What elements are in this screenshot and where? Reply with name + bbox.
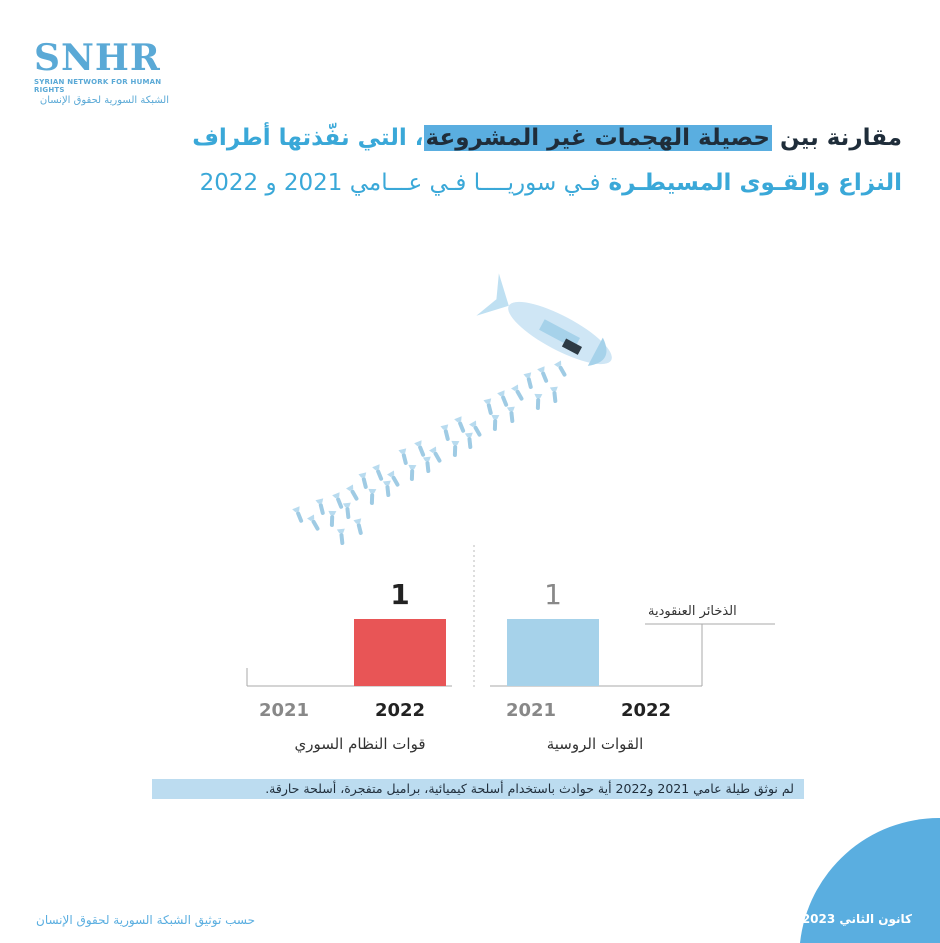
bomblet-29: [328, 510, 337, 527]
bomblet-11: [454, 416, 466, 433]
bomblet-3: [549, 386, 558, 403]
title-highlight: حصيلة الهجمات غير المشروعة: [423, 125, 772, 151]
title-part-d: فـي سوريــــا فـي عـــامي 2021 و 2022: [199, 170, 601, 196]
corner-date-shape: [800, 818, 940, 943]
year-label-2: 2021: [505, 700, 557, 721]
year-label-0: 2021: [258, 700, 310, 721]
series-label: الذخائر العنقودية: [648, 604, 737, 619]
snhr-logo: SNHR SYRIAN NETWORK FOR HUMAN RIGHTS الش…: [34, 38, 169, 106]
bomblet-21: [372, 464, 384, 481]
bomblet-20: [387, 470, 400, 487]
footer-date: كانون الثاني 2023: [801, 912, 912, 926]
bomblet-27: [315, 498, 325, 515]
bar-chart: [246, 545, 775, 690]
logo-english-name: SYRIAN NETWORK FOR HUMAN RIGHTS: [34, 78, 162, 94]
page-title-line-1: مقارنة بين حصيلة الهجمات غير المشروعة، ا…: [192, 125, 902, 151]
group-label-0: قوات النظام السوري: [294, 735, 426, 753]
bar-1: [354, 619, 446, 686]
bomblet-25: [346, 484, 359, 501]
bomblet-24: [368, 488, 377, 505]
bomblet-1: [537, 366, 549, 383]
bomblet-32: [353, 518, 363, 535]
cluster-bomb-icon: [476, 273, 612, 366]
bomblet-10: [469, 420, 482, 437]
title-part-b: ، التي نفّذتها أطراف: [192, 125, 424, 151]
bomblet-30: [307, 514, 320, 531]
bomblets-group: [292, 360, 567, 545]
bomblet-16: [414, 440, 426, 457]
group-label-1: القوات الروسية: [546, 735, 644, 753]
page-title-line-2: النزاع والقـوى المسيطـرة فـي سوريــــا ف…: [200, 170, 902, 196]
bomblet-9: [491, 414, 500, 431]
year-label-1: 2022: [374, 700, 426, 721]
data-label-2: 1: [544, 578, 562, 611]
bomblet-8: [506, 406, 515, 423]
bomblet-2: [523, 372, 533, 389]
bomblet-31: [292, 506, 304, 523]
bomblet-22: [358, 472, 368, 489]
year-label-3: 2022: [620, 700, 672, 721]
title-part-c: النزاع والقـوى المسيطـرة: [600, 170, 902, 196]
bomblet-7: [483, 398, 493, 415]
logo-arabic-name: الشبكة السورية لحقوق الإنسان: [39, 95, 169, 106]
note-banner: لم نوثق طيلة عامي 2021 و2022 أية حوادث ب…: [152, 779, 804, 799]
bomblet-15: [429, 446, 442, 463]
bomblet-0: [554, 360, 567, 377]
bomblet-5: [511, 384, 524, 401]
bomblet-14: [451, 440, 460, 457]
bomblet-28: [342, 502, 351, 519]
bomblet-19: [408, 464, 417, 481]
logo-mark: SNHR: [34, 37, 161, 79]
bomblet-6: [497, 390, 509, 407]
bomblet-33: [336, 528, 345, 545]
bomblet-23: [382, 480, 391, 497]
bomblet-12: [440, 424, 450, 441]
bar-2: [507, 619, 599, 686]
bomblet-13: [464, 432, 473, 449]
title-part-a: مقارنة بين: [772, 125, 902, 151]
bomblet-26: [332, 492, 344, 509]
data-label-1: 1: [390, 578, 410, 611]
footer-source: حسب توثيق الشبكة السورية لحقوق الإنسان: [36, 913, 255, 927]
bomblet-18: [422, 456, 431, 473]
bomblet-17: [398, 448, 408, 465]
bomblet-4: [534, 393, 543, 410]
